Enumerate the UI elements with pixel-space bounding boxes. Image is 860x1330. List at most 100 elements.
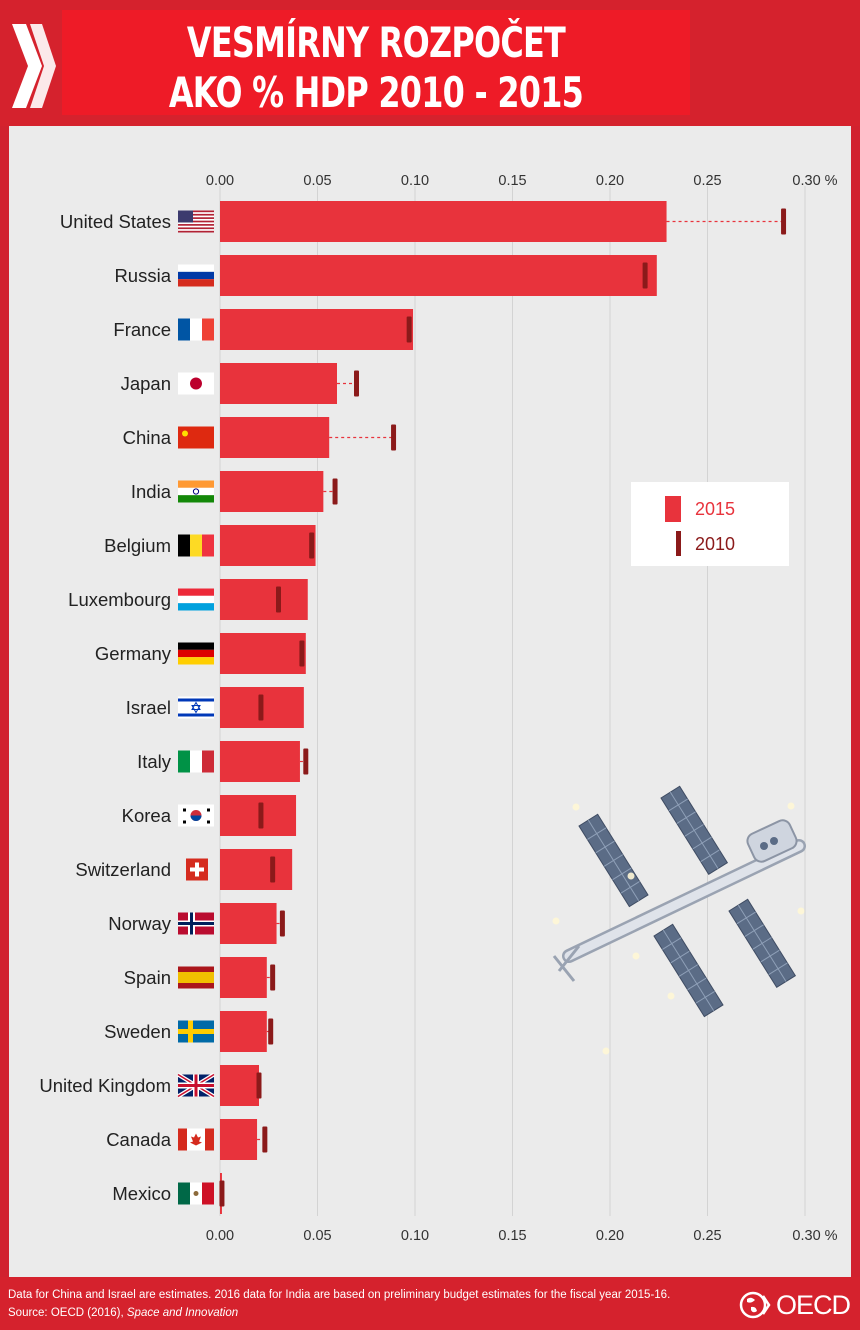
solar-panel xyxy=(578,813,649,908)
source-prefix: Source: OECD (2016), xyxy=(8,1307,127,1319)
france-flag-icon xyxy=(178,318,214,341)
star-icon xyxy=(797,907,805,915)
x-tick-label-bottom: 0.00 xyxy=(206,1228,234,1244)
x-tick-label-bottom: 0.10 xyxy=(401,1228,429,1244)
category-label: Spain xyxy=(124,967,171,988)
marker-2010 xyxy=(279,910,285,937)
category-label: United States xyxy=(60,211,171,232)
korea-flag-icon xyxy=(178,804,214,827)
uk-flag-icon xyxy=(176,1072,216,1099)
x-tick-label-top: 0.00 xyxy=(206,173,234,189)
bar-2015 xyxy=(220,903,277,944)
x-tick-label-top: 0.30 % xyxy=(792,173,837,189)
x-tick-label-top: 0.20 xyxy=(596,173,624,189)
italy-flag-icon xyxy=(178,750,214,773)
switzerland-flag-icon xyxy=(186,858,208,881)
marker-2010 xyxy=(262,1126,268,1153)
legend-label-2010: 2010 xyxy=(695,534,735,554)
category-label: Germany xyxy=(95,643,172,664)
bar-2015 xyxy=(220,309,414,350)
canada-flag-icon xyxy=(178,1128,214,1151)
russia-flag-icon xyxy=(178,264,214,287)
bar-2015 xyxy=(220,525,316,566)
chart-panel: 0.00 0.00 0.05 0.05 0.10 0.10 0.15 0.15 0.20 0.20… xyxy=(9,126,851,1277)
x-tick-label-bottom: 0.30 % xyxy=(792,1228,837,1244)
footer: Data for China and Israel are estimates.… xyxy=(0,1277,860,1330)
x-tick-label-top: 0.15 xyxy=(498,173,526,189)
category-label: China xyxy=(123,427,172,448)
x-tick-label-top: 0.10 xyxy=(401,173,429,189)
space-station-illustration xyxy=(552,785,806,1055)
category-label: Canada xyxy=(106,1129,172,1150)
marker-2010 xyxy=(270,856,276,883)
source-title: Space and Innovation xyxy=(126,1307,239,1319)
bar-2015 xyxy=(220,795,297,836)
category-label: Korea xyxy=(122,805,172,826)
sweden-flag-icon xyxy=(178,1020,214,1043)
bar-2015 xyxy=(220,579,308,620)
bar-2015 xyxy=(220,1119,258,1160)
category-label: United Kingdom xyxy=(39,1075,171,1096)
marker-2010 xyxy=(258,802,264,829)
bar-2015 xyxy=(220,417,330,458)
oecd-logo: OECD xyxy=(739,1289,851,1321)
oecd-chevron-logo-icon xyxy=(12,24,56,108)
station-antenna xyxy=(552,945,581,982)
x-tick-label-top: 0.25 xyxy=(693,173,721,189)
category-label: Norway xyxy=(108,913,171,934)
bar-2015 xyxy=(220,741,300,782)
category-label: Russia xyxy=(114,265,171,286)
star-icon xyxy=(572,803,580,811)
marker-2010 xyxy=(354,370,359,397)
marker-2010 xyxy=(309,532,315,559)
title-line-1: VESMÍRNY ROZPOČET xyxy=(186,18,566,67)
marker-2010 xyxy=(391,424,397,451)
x-tick-label-bottom: 0.15 xyxy=(498,1228,526,1244)
japan-flag-icon xyxy=(178,372,214,395)
bar-2015 xyxy=(220,849,293,890)
us-flag-icon xyxy=(178,210,214,233)
star-icon xyxy=(667,992,675,1000)
marker-2010 xyxy=(276,586,281,613)
luxembourg-flag-icon xyxy=(178,588,214,611)
footer-note: Data for China and Israel are estimates.… xyxy=(8,1289,671,1301)
category-label: Mexico xyxy=(112,1183,171,1204)
category-label: Sweden xyxy=(104,1021,171,1042)
spain-flag-icon xyxy=(178,966,214,989)
marker-2010 xyxy=(642,262,648,289)
category-label: Israel xyxy=(126,697,171,718)
mexico-flag-icon xyxy=(178,1182,214,1205)
marker-2010 xyxy=(303,748,309,775)
star-icon xyxy=(787,802,795,810)
x-tick-label-bottom: 0.25 xyxy=(693,1228,721,1244)
germany-flag-icon xyxy=(178,642,214,665)
globe-icon xyxy=(739,1291,771,1319)
india-flag-icon xyxy=(178,480,214,503)
marker-2010 xyxy=(332,478,338,505)
belgium-flag-icon xyxy=(178,534,214,557)
marker-2010 xyxy=(406,316,412,343)
bar-2015 xyxy=(220,255,657,296)
solar-panel xyxy=(653,923,724,1018)
category-label: India xyxy=(131,481,172,502)
title-line-2: AKO % HDP 2010 - 2015 xyxy=(168,68,584,117)
bar-2015 xyxy=(220,1065,259,1106)
station-module xyxy=(564,841,804,961)
marker-2010 xyxy=(268,1018,274,1045)
legend-swatch-2010 xyxy=(676,531,681,556)
marker-2010 xyxy=(781,208,787,235)
station-window xyxy=(770,837,778,845)
x-tick-label-bottom: 0.20 xyxy=(596,1228,624,1244)
category-label: Belgium xyxy=(104,535,171,556)
x-tick-label-bottom: 0.05 xyxy=(303,1228,331,1244)
category-label: Japan xyxy=(121,373,171,394)
marker-2010 xyxy=(299,640,305,667)
star-icon xyxy=(552,917,560,925)
star-icon xyxy=(632,952,640,960)
category-label: Luxembourg xyxy=(68,589,171,610)
oecd-logo-text: OECD xyxy=(775,1289,851,1320)
bar-2015 xyxy=(220,1011,267,1052)
bar-2015 xyxy=(220,471,324,512)
marker-2010 xyxy=(256,1072,262,1099)
category-label: Italy xyxy=(137,751,172,772)
